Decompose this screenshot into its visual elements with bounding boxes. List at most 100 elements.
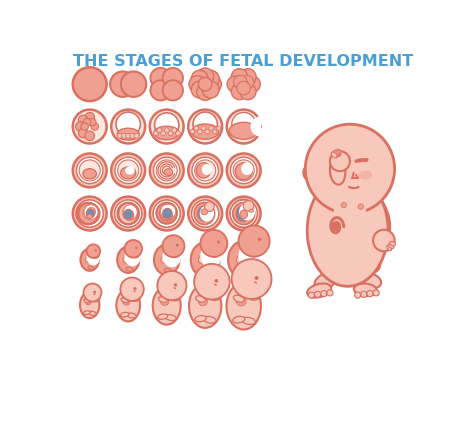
- Circle shape: [258, 238, 261, 241]
- Ellipse shape: [196, 296, 206, 302]
- Circle shape: [358, 204, 364, 210]
- Circle shape: [79, 203, 100, 224]
- Circle shape: [240, 83, 256, 100]
- Circle shape: [231, 83, 247, 100]
- Ellipse shape: [331, 152, 337, 158]
- Circle shape: [373, 230, 395, 251]
- Circle shape: [189, 76, 206, 92]
- Circle shape: [154, 157, 180, 184]
- Circle shape: [198, 130, 202, 134]
- Ellipse shape: [323, 254, 352, 276]
- Circle shape: [240, 76, 254, 89]
- Circle shape: [244, 76, 260, 92]
- Circle shape: [75, 122, 85, 131]
- Ellipse shape: [86, 209, 94, 218]
- Circle shape: [81, 123, 88, 130]
- Circle shape: [121, 133, 127, 138]
- Ellipse shape: [88, 266, 94, 270]
- Circle shape: [233, 160, 254, 181]
- Circle shape: [134, 287, 137, 290]
- Circle shape: [194, 126, 199, 130]
- Ellipse shape: [84, 205, 98, 219]
- Circle shape: [216, 126, 221, 130]
- Circle shape: [73, 153, 107, 187]
- Ellipse shape: [124, 210, 134, 220]
- Ellipse shape: [251, 252, 259, 257]
- Circle shape: [115, 200, 142, 227]
- Ellipse shape: [227, 283, 261, 330]
- Ellipse shape: [202, 164, 212, 175]
- Circle shape: [355, 292, 361, 298]
- Circle shape: [321, 291, 327, 297]
- Ellipse shape: [334, 198, 366, 225]
- Ellipse shape: [164, 268, 173, 273]
- Ellipse shape: [133, 296, 141, 302]
- Circle shape: [125, 240, 142, 257]
- Circle shape: [93, 291, 96, 293]
- Circle shape: [155, 113, 179, 137]
- Ellipse shape: [249, 210, 254, 212]
- Circle shape: [156, 203, 177, 224]
- Circle shape: [232, 112, 255, 136]
- Circle shape: [154, 200, 180, 227]
- Ellipse shape: [122, 205, 137, 220]
- Ellipse shape: [241, 270, 251, 276]
- Ellipse shape: [212, 253, 219, 257]
- Ellipse shape: [80, 292, 100, 318]
- Ellipse shape: [127, 313, 136, 318]
- Ellipse shape: [189, 284, 221, 328]
- Ellipse shape: [118, 203, 138, 224]
- Ellipse shape: [330, 158, 346, 184]
- Ellipse shape: [83, 169, 97, 179]
- Circle shape: [130, 133, 135, 138]
- Circle shape: [192, 157, 219, 184]
- Ellipse shape: [201, 209, 208, 215]
- Circle shape: [315, 291, 321, 298]
- Circle shape: [202, 81, 219, 98]
- Circle shape: [168, 131, 173, 136]
- Circle shape: [157, 271, 186, 300]
- Circle shape: [197, 83, 214, 100]
- Circle shape: [215, 279, 218, 283]
- Circle shape: [153, 200, 180, 227]
- Circle shape: [73, 197, 107, 231]
- Circle shape: [116, 112, 140, 137]
- Ellipse shape: [235, 163, 252, 180]
- Circle shape: [135, 247, 137, 249]
- Ellipse shape: [94, 255, 99, 258]
- Circle shape: [190, 130, 195, 134]
- Ellipse shape: [236, 206, 250, 222]
- Circle shape: [188, 153, 222, 187]
- Circle shape: [191, 70, 208, 87]
- Circle shape: [172, 128, 177, 133]
- Circle shape: [373, 290, 379, 296]
- Circle shape: [76, 200, 103, 227]
- Ellipse shape: [335, 150, 339, 156]
- Circle shape: [188, 110, 222, 143]
- Circle shape: [341, 202, 346, 208]
- Ellipse shape: [117, 128, 139, 140]
- Ellipse shape: [240, 210, 247, 219]
- Circle shape: [83, 118, 91, 126]
- Ellipse shape: [199, 255, 208, 264]
- Circle shape: [164, 128, 169, 133]
- Ellipse shape: [161, 204, 176, 219]
- Circle shape: [76, 200, 103, 227]
- Ellipse shape: [165, 315, 176, 321]
- Ellipse shape: [362, 191, 390, 239]
- Circle shape: [118, 203, 138, 224]
- Ellipse shape: [233, 203, 255, 225]
- Circle shape: [205, 130, 210, 134]
- Ellipse shape: [203, 316, 216, 323]
- Circle shape: [150, 110, 183, 143]
- Ellipse shape: [242, 317, 255, 324]
- Circle shape: [91, 123, 99, 130]
- Ellipse shape: [79, 203, 98, 224]
- Ellipse shape: [85, 300, 91, 305]
- Circle shape: [227, 110, 261, 143]
- Circle shape: [243, 200, 254, 211]
- Ellipse shape: [317, 171, 343, 224]
- Ellipse shape: [87, 214, 92, 219]
- Circle shape: [163, 80, 183, 101]
- Circle shape: [367, 291, 373, 297]
